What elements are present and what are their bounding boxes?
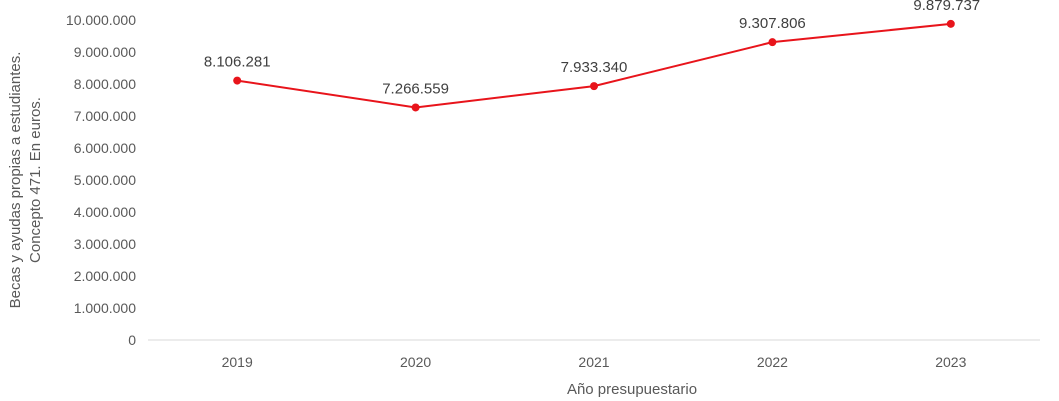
y-tick-label: 6.000.000 <box>74 140 136 156</box>
data-label: 8.106.281 <box>204 54 271 71</box>
y-tick-label: 1.000.000 <box>74 300 136 316</box>
data-points <box>233 19 955 112</box>
data-labels: 8.106.281 7.266.559 7.933.340 9.307.806 9.87… <box>204 0 980 97</box>
x-tick-label: 2019 <box>222 354 253 370</box>
data-label: 9.879.737 <box>913 0 980 14</box>
y-tick-label: 2.000.000 <box>74 268 136 284</box>
data-point <box>411 103 420 112</box>
x-tick-label: 2023 <box>935 354 966 370</box>
data-label: 9.307.806 <box>739 15 806 32</box>
y-tick-label: 4.000.000 <box>74 204 136 220</box>
data-point <box>946 19 955 28</box>
y-axis-ticks: 0 1.000.000 2.000.000 3.000.000 4.000.000 5.0… <box>66 12 136 348</box>
x-axis-ticks: 2019 2020 2021 2022 2023 <box>222 354 967 370</box>
y-axis-title-line-2: Concepto 471. En euros. <box>27 97 44 263</box>
data-label: 7.266.559 <box>382 80 449 97</box>
y-tick-label: 7.000.000 <box>74 108 136 124</box>
y-tick-label: 8.000.000 <box>74 76 136 92</box>
y-tick-label: 10.000.000 <box>66 12 136 28</box>
y-axis-title-line-1: Becas y ayudas propias a estudiantes. <box>7 52 24 309</box>
y-tick-label: 0 <box>128 332 136 348</box>
y-tick-label: 3.000.000 <box>74 236 136 252</box>
y-tick-label: 9.000.000 <box>74 44 136 60</box>
x-tick-label: 2022 <box>757 354 788 370</box>
y-axis-title: Becas y ayudas propias a estudiantes. Co… <box>7 52 44 309</box>
y-tick-label: 5.000.000 <box>74 172 136 188</box>
data-label: 7.933.340 <box>561 59 628 76</box>
data-point <box>768 38 777 47</box>
x-tick-label: 2020 <box>400 354 431 370</box>
x-axis-title: Año presupuestario <box>567 381 697 398</box>
data-point <box>233 76 242 85</box>
data-point <box>590 82 598 91</box>
x-tick-label: 2021 <box>578 354 609 370</box>
